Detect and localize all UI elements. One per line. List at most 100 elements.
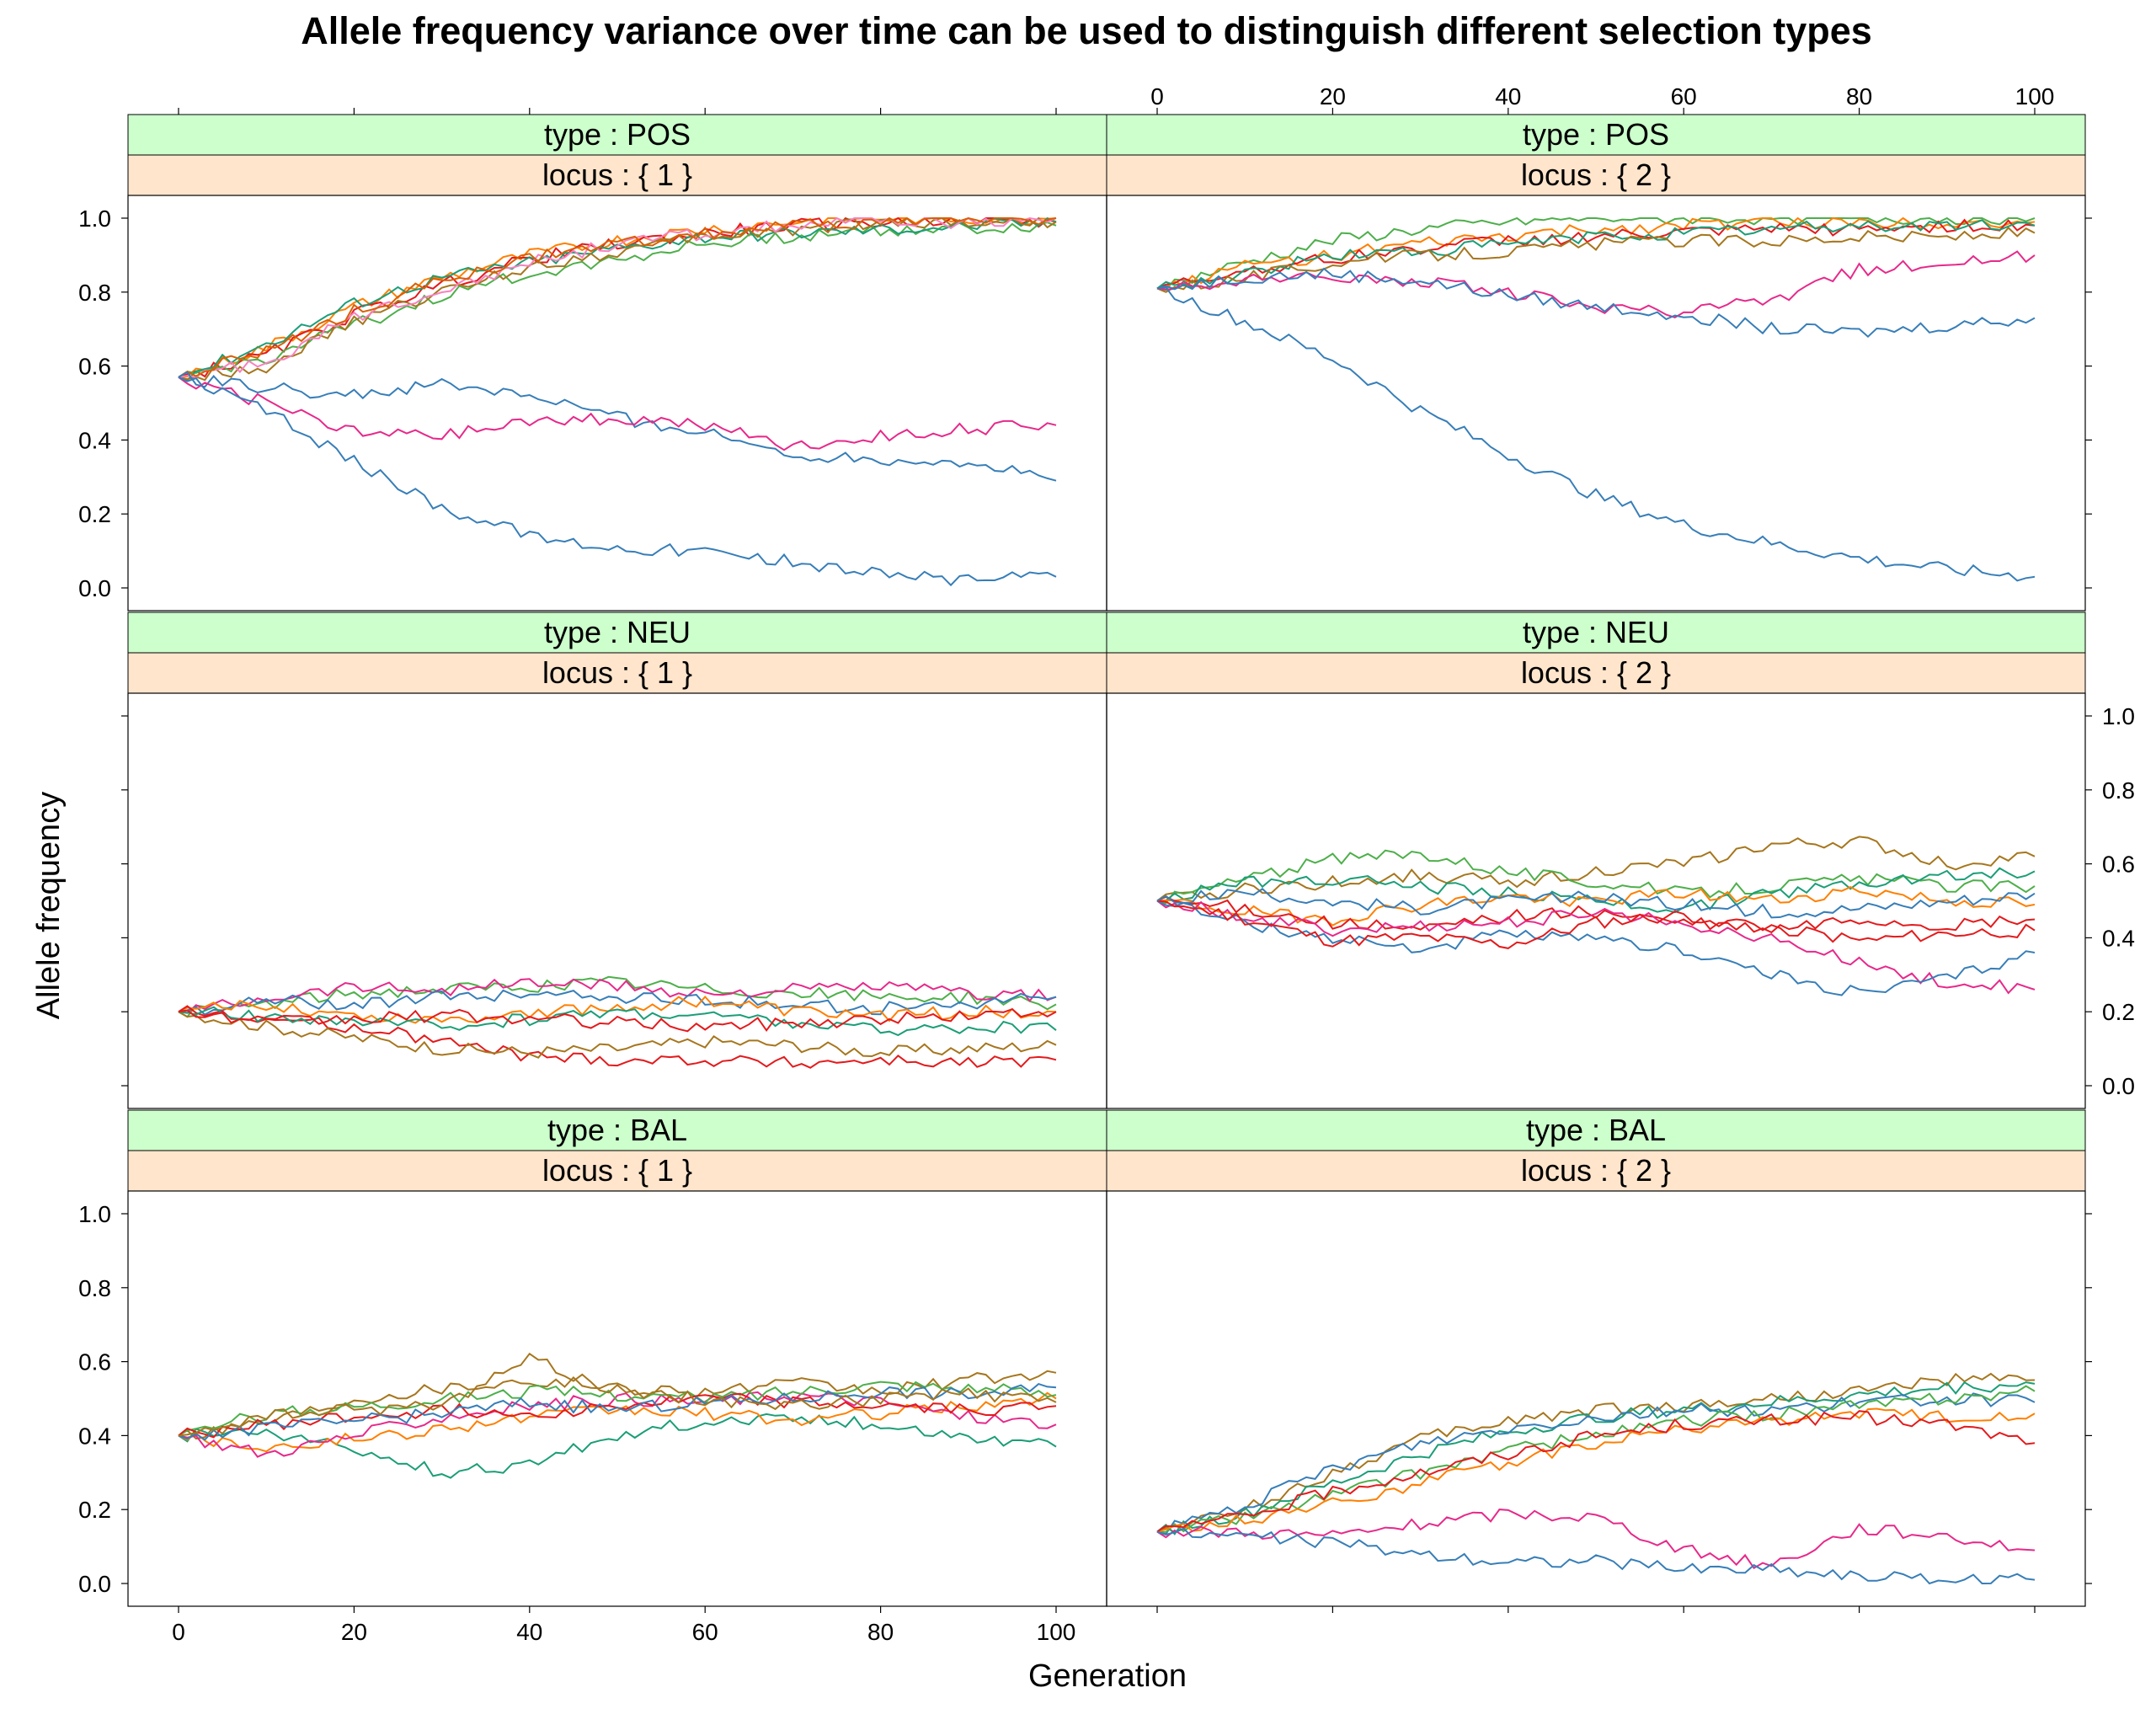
x-axis-label: Generation xyxy=(1028,1658,1187,1694)
strip-locus xyxy=(127,1150,1107,1192)
series-line xyxy=(178,222,1057,378)
panels-layer: type : POS locus : { 1 } 0.0 0.2 0.4 0.6 0.8 1.… xyxy=(78,83,2135,1645)
series-line xyxy=(1156,1410,2036,1533)
y-tick-label: 0.0 xyxy=(2102,1073,2135,1099)
y-tick-label: 0.4 xyxy=(78,427,111,453)
y-tick-label: 0.2 xyxy=(2102,999,2135,1025)
y-tick-label: 0.6 xyxy=(78,354,111,380)
y-tick-label: 1.0 xyxy=(78,1201,111,1227)
series-line xyxy=(1156,219,2036,290)
strip-locus-label: locus : { 2 } xyxy=(1521,655,1671,690)
strip-locus xyxy=(127,652,1107,694)
strip-type-label: type : NEU xyxy=(544,615,691,649)
panel-frame xyxy=(127,692,1107,1109)
panel-bal-locus-2: type : BAL locus : { 2 } xyxy=(1106,1109,2092,1613)
series-line xyxy=(1156,1509,2036,1570)
x-tick-label: 40 xyxy=(1495,83,1521,109)
y-tick-label: 0.8 xyxy=(2102,777,2135,804)
series-line xyxy=(178,996,1057,1024)
series-line xyxy=(1156,227,2036,293)
series-line xyxy=(1156,867,2036,914)
series-line xyxy=(1156,900,2036,996)
series-line xyxy=(1156,250,2036,318)
strip-locus xyxy=(127,154,1107,196)
panel-neu-locus-1: type : NEU locus : { 1 } xyxy=(121,611,1107,1109)
series-line xyxy=(178,1413,1057,1479)
panel-frame xyxy=(1106,195,2086,611)
series-line xyxy=(178,216,1057,378)
series-line xyxy=(178,1370,1057,1440)
strip-type-label: type : BAL xyxy=(1526,1113,1666,1147)
series-line xyxy=(1156,1372,2036,1534)
strip-type xyxy=(1106,114,2086,156)
y-tick-label: 0.2 xyxy=(78,1497,111,1523)
series-line xyxy=(178,989,1057,1016)
panel-bal-locus-1: type : BAL locus : { 1 } 0.0 0.2 0.4 0.6 0.8 1.… xyxy=(78,1109,1107,1645)
strip-locus-label: locus : { 1 } xyxy=(542,158,692,192)
series-line xyxy=(1156,1392,2036,1535)
strip-locus-label: locus : { 2 } xyxy=(1521,158,1671,192)
strip-type-label: type : BAL xyxy=(547,1113,687,1147)
panel-pos-locus-1: type : POS locus : { 1 } 0.0 0.2 0.4 0.6 0.8 1.… xyxy=(78,108,1107,611)
series-line xyxy=(1156,1381,2036,1535)
y-tick-label: 1.0 xyxy=(78,206,111,232)
x-tick-label: 0 xyxy=(1150,83,1164,109)
series-line xyxy=(178,1005,1057,1069)
series-line xyxy=(178,1006,1057,1037)
series-line xyxy=(1156,1527,2036,1585)
series-line xyxy=(1156,267,2036,339)
series-line xyxy=(1156,900,2036,995)
series-line xyxy=(178,216,1057,378)
x-tick-label: 40 xyxy=(516,1619,542,1645)
series-line xyxy=(1156,286,2036,582)
series-line xyxy=(178,1352,1057,1437)
series-line xyxy=(1156,888,2036,919)
strip-locus-label: locus : { 1 } xyxy=(542,1153,692,1188)
y-tick-label: 0.0 xyxy=(78,575,111,601)
series-line xyxy=(1156,1407,2036,1533)
x-tick-label: 60 xyxy=(692,1619,718,1645)
strip-type xyxy=(127,1109,1107,1151)
strip-type xyxy=(1106,611,2086,654)
y-tick-label: 0.0 xyxy=(78,1571,111,1597)
strip-type xyxy=(127,611,1107,654)
series-line xyxy=(178,975,1057,1018)
y-tick-label: 0.6 xyxy=(2102,852,2135,878)
x-tick-label: 20 xyxy=(341,1619,367,1645)
y-tick-label: 0.6 xyxy=(78,1349,111,1375)
y-tick-label: 0.4 xyxy=(78,1423,111,1449)
series-line xyxy=(178,371,1057,482)
strip-type-label: type : POS xyxy=(544,117,691,152)
strip-locus xyxy=(1106,652,2086,694)
x-tick-label: 20 xyxy=(1320,83,1346,109)
panel-frame xyxy=(1106,692,2086,1109)
series-line xyxy=(178,216,1057,382)
series-line xyxy=(178,978,1057,1014)
strip-type-label: type : NEU xyxy=(1523,615,1669,649)
series-line xyxy=(178,1007,1057,1033)
strip-type xyxy=(127,114,1107,156)
y-tick-label: 1.0 xyxy=(2102,703,2135,729)
series-line xyxy=(178,1011,1057,1059)
chart-title: Allele frequency variance over time can … xyxy=(301,9,1872,52)
x-tick-label: 100 xyxy=(2015,83,2055,109)
y-tick-label: 0.8 xyxy=(78,280,111,306)
x-tick-label: 0 xyxy=(172,1619,185,1645)
panel-neu-locus-2: type : NEU locus : { 2 } 0.0 0.2 0.4 0.6 0.8 1.… xyxy=(1106,611,2135,1109)
strip-locus-label: locus : { 1 } xyxy=(542,655,692,690)
series-line xyxy=(1156,849,2036,905)
series-line xyxy=(1156,900,2036,949)
series-line xyxy=(1156,1385,2036,1533)
x-tick-label: 60 xyxy=(1671,83,1697,109)
y-axis-label: Allele frequency xyxy=(31,792,67,1019)
y-tick-label: 0.8 xyxy=(78,1275,111,1301)
x-tick-label: 100 xyxy=(1037,1619,1076,1645)
x-tick-label: 80 xyxy=(867,1619,894,1645)
y-tick-label: 0.2 xyxy=(78,501,111,527)
y-tick-label: 0.4 xyxy=(2102,925,2135,951)
x-tick-label: 80 xyxy=(1846,83,1872,109)
panel-frame xyxy=(127,1190,1107,1607)
series-line xyxy=(1156,216,2036,291)
strip-locus xyxy=(1106,1150,2086,1192)
